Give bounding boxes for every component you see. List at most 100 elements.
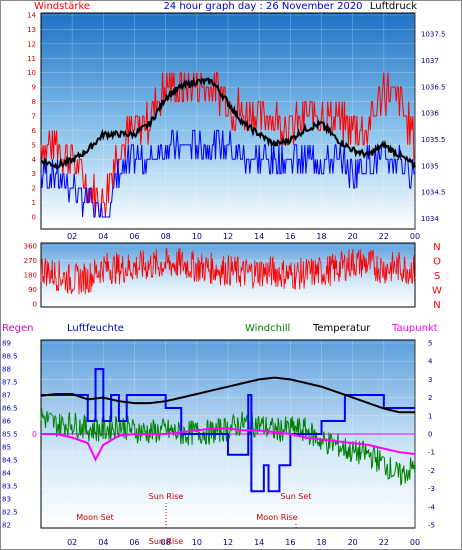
y-tick-label-wind: 13 [27,26,36,34]
y-tick-label-pressure: 1035.5 [421,136,446,144]
y-tick-label-humidity: 88 [2,366,11,374]
y-tick-label-pressure: 1035 [421,162,439,170]
y-tick-label-humidity: 82.5 [2,509,18,517]
x-tick-label: 20 [348,232,358,241]
y-tick-label-wind: 8 [32,98,36,106]
compass-label: S [434,271,440,282]
x-tick-label: 12 [223,232,233,241]
y-tick-label-temperature: 0 [428,431,432,439]
x-tick-label: 14 [254,232,264,241]
annotation-label: Sun Rise [149,537,184,546]
y-tick-label-humidity: 87 [2,392,11,400]
x-tick-label: 22 [379,232,389,241]
luftfeuchte-label: Luftfeuchte [67,323,124,334]
y-tick-label-wind: 2 [32,185,36,193]
x-tick-label-2: 20 [348,538,358,547]
x-tick-label: 10 [192,232,202,241]
annotation-label: Sun Set [281,492,312,501]
y-tick-label-direction: 90 [28,286,37,294]
y-tick-label-temperature: -5 [428,522,435,530]
y-tick-label-wind: 1 [32,199,36,207]
y-tick-label-pressure: 1034 [421,215,439,223]
x-tick-label-2: 22 [379,538,389,547]
x-tick-label-2: 08 [161,538,171,547]
annotation-label: Moon Set [76,513,113,522]
x-tick-label-2: 04 [98,538,108,547]
series-taupunkt [41,427,416,462]
y-tick-label-wind: 10 [27,69,36,77]
wind-pressure-plot-area [40,12,416,230]
x-tick-label: 18 [316,232,326,241]
x-tick-label-2: 12 [223,538,233,547]
y-tick-label-temperature: 2 [428,394,432,402]
x-tick-label: 04 [98,232,108,241]
windstaerke-label: Windstärke [34,1,90,12]
y-tick-label-wind: 3 [32,170,36,178]
x-tick-label: 00 [410,232,420,241]
series-luftdruck [40,77,416,170]
y-tick-label-wind: 7 [32,113,36,121]
y-tick-label-wind: 12 [27,40,36,48]
y-tick-label-wind: 5 [32,141,36,149]
x-tick-label: 16 [285,232,295,241]
y-tick-label-wind: 9 [32,84,36,92]
y-tick-label-humidity: 86 [2,418,11,426]
y-tick-label-temperature: 4 [428,358,433,366]
series-luftfeuchte [41,368,415,493]
y-tick-label-humidity: 85.5 [2,431,18,439]
x-tick-label: 02 [67,232,77,241]
y-tick-label-temperature: 1 [428,412,432,420]
y-tick-label-humidity: 83 [2,496,11,504]
y-tick-label-humidity: 87.5 [2,379,18,387]
compass-label: N [433,242,440,253]
y-tick-label-humidity: 85 [2,444,11,452]
x-tick-label-2: 14 [254,538,264,547]
y-tick-label-direction: 360 [24,243,37,251]
y-tick-label-pressure: 1037 [421,57,439,65]
x-tick-label: 06 [129,232,139,241]
graph-title: 24 hour graph day : 26 November 2020 [163,1,362,12]
y-tick-label-pressure: 1037.5 [421,31,446,39]
luftdruck-label: Luftdruck [370,1,417,12]
y-tick-label-wind: 6 [32,127,37,135]
y-tick-label-wind: 11 [27,55,36,63]
y-tick-label-humidity: 84 [2,470,11,478]
y-tick-label-humidity: 89 [2,340,11,348]
y-tick-label-humidity: 84.5 [2,457,18,465]
series-temperatur [40,376,415,414]
y-tick-label-temperature: -1 [428,449,435,457]
wind-pressure-panel: Windstärke 24 hour graph day : 26 Novemb… [34,1,417,230]
y-tick-label-wind: 4 [32,156,37,164]
y-tick-label-humidity: 88.5 [2,353,18,361]
series-windrichtung [40,247,416,295]
compass-label: N [433,300,440,311]
y-tick-label-temperature: 5 [428,340,432,348]
x-tick-label-2: 10 [192,538,202,547]
y-tick-label-direction: 180 [24,272,37,280]
y-tick-label-direction: 0 [33,301,37,309]
compass-label: O [433,257,441,268]
x-tick-label-2: 16 [285,538,295,547]
x-tick-label: 08 [161,232,171,241]
y-tick-label-wind: 0 [32,214,36,222]
chart-marks: 0123456789101112131410341034.510351035.5… [2,12,446,548]
y-tick-label-humidity: 86.5 [2,405,18,413]
x-tick-label-2: 06 [129,538,139,547]
annotation-label: Moon Rise [256,513,297,522]
x-tick-label-2: 00 [410,538,420,547]
x-tick-label-2: 18 [316,538,326,547]
y-tick-label-pressure: 1036.5 [421,83,446,91]
compass-label: W [432,286,442,297]
windchill-label: Windchill [245,323,290,334]
regen-label: Regen [2,323,34,334]
taupunkt-label: Taupunkt [391,323,438,334]
regen-zero-label: 0 [32,430,37,439]
y-tick-label-temperature: 3 [428,376,432,384]
y-tick-label-temperature: -2 [428,467,435,475]
y-tick-label-temperature: -3 [428,485,435,493]
series-windstaerke-min [40,129,415,218]
y-tick-label-humidity: 83.5 [2,483,18,491]
series-windstaerke [40,72,415,218]
annotation-label: Sun Rise [149,492,184,501]
